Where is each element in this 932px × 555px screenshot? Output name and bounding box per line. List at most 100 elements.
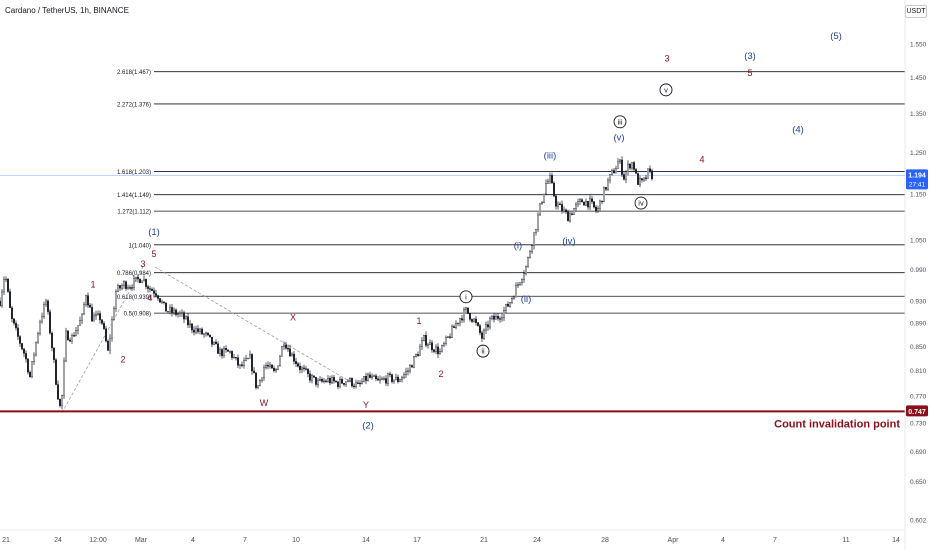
candle-body	[509, 302, 511, 307]
candle-body	[21, 343, 23, 350]
time-tick: Mar	[135, 537, 148, 544]
candle-body	[101, 319, 103, 324]
candle-body	[525, 265, 527, 274]
candle-body	[301, 367, 303, 370]
price-tick: 0.650	[910, 479, 927, 486]
candle-body	[617, 161, 619, 169]
candle-body	[595, 206, 597, 212]
candle-body	[207, 332, 209, 336]
candle-body	[31, 361, 33, 378]
candle-body	[591, 198, 593, 202]
candle-body	[281, 346, 283, 357]
candle-body	[253, 370, 255, 373]
candle-body	[97, 313, 99, 315]
candle-body	[417, 354, 419, 356]
symbol-title: Cardano / TetherUS, 1h, BINANCE	[5, 6, 129, 15]
candle-body	[493, 315, 495, 320]
time-tick: 17	[413, 537, 421, 544]
price-axis[interactable]: 1.550 1.450 1.350 1.250 1.150 1.050 0.990 0.930…	[906, 42, 928, 525]
candle-body	[69, 339, 71, 342]
wave-label: 3	[140, 259, 145, 269]
candle-body	[351, 378, 353, 387]
candle-body	[255, 372, 257, 388]
candle-body	[373, 375, 375, 377]
time-axis[interactable]: 21 24 12:00 Mar 4 7 10 14 17 21 24 28 Apr 4 7 11 14	[0, 0, 906, 550]
candle-body	[171, 307, 173, 313]
candle-body	[5, 278, 7, 281]
candle-body	[541, 202, 543, 204]
candle-body	[585, 201, 587, 206]
candle-body	[381, 378, 383, 380]
candle-body	[9, 291, 11, 309]
candle-body	[543, 193, 545, 203]
wave-label: (i)	[514, 241, 522, 252]
candle-body	[353, 385, 355, 388]
candle-body	[479, 325, 481, 333]
candle-body	[99, 313, 101, 321]
candle-body	[117, 285, 119, 292]
candle-body	[45, 300, 47, 305]
candle-body	[397, 376, 399, 382]
wave-labels: 12354(1)WXY(2)12iii(i)(ii)(iii)(iv)(v)ii…	[90, 31, 841, 431]
candle-body	[221, 349, 223, 356]
candle-body	[441, 345, 443, 352]
candle-body	[551, 175, 553, 184]
candle-body	[135, 276, 137, 279]
candle-body	[319, 379, 321, 381]
candle-body	[87, 295, 89, 306]
fib-label: 2.618(1.467)	[117, 70, 151, 76]
candle-body	[59, 398, 61, 406]
candle-body	[109, 337, 111, 351]
candle-body	[193, 329, 195, 333]
candle-body	[29, 371, 31, 378]
candle-body	[295, 361, 297, 364]
candle-body	[361, 381, 363, 384]
candle-body	[293, 353, 295, 362]
candle-body	[181, 312, 183, 314]
candle-body	[579, 199, 581, 202]
candle-body	[241, 364, 243, 366]
candle-body	[581, 199, 583, 203]
candle-body	[15, 323, 17, 329]
candle-body	[569, 213, 571, 222]
candle-body	[501, 317, 503, 320]
candle-body	[189, 323, 191, 326]
candle-body	[159, 298, 161, 303]
candle-body	[497, 316, 499, 319]
currency-badge[interactable]: USDT	[905, 5, 927, 18]
candle-body	[199, 328, 201, 332]
candle-body	[249, 354, 251, 359]
candle-body	[483, 329, 485, 339]
candle-body	[539, 203, 541, 216]
trendline	[154, 266, 356, 385]
fib-label: 0.618(0.939)	[117, 295, 151, 301]
candle-body	[283, 344, 285, 347]
candle-body	[111, 319, 113, 339]
candle-body	[121, 285, 123, 289]
candle-body	[195, 328, 197, 333]
candle-body	[77, 325, 79, 331]
candle-body	[433, 349, 435, 352]
candle-body	[491, 315, 493, 319]
candle-body	[547, 180, 549, 184]
candle-body	[519, 282, 521, 285]
candle-body	[229, 351, 231, 353]
candle-body	[169, 307, 171, 312]
fib-label: 1(1.040)	[129, 243, 151, 249]
wave-label: (1)	[148, 227, 160, 238]
candle-body	[475, 318, 477, 323]
candle-body	[511, 298, 513, 303]
candle-body	[55, 359, 57, 385]
candle-body	[225, 348, 227, 351]
candle-body	[285, 344, 287, 349]
time-tick: 14	[362, 537, 370, 544]
candle-body	[95, 313, 97, 317]
candle-body	[533, 232, 535, 246]
time-tick: 14	[892, 537, 900, 544]
candle-body	[89, 304, 91, 308]
candle-body	[545, 183, 547, 195]
candle-body	[363, 376, 365, 383]
candle-body	[517, 284, 519, 286]
